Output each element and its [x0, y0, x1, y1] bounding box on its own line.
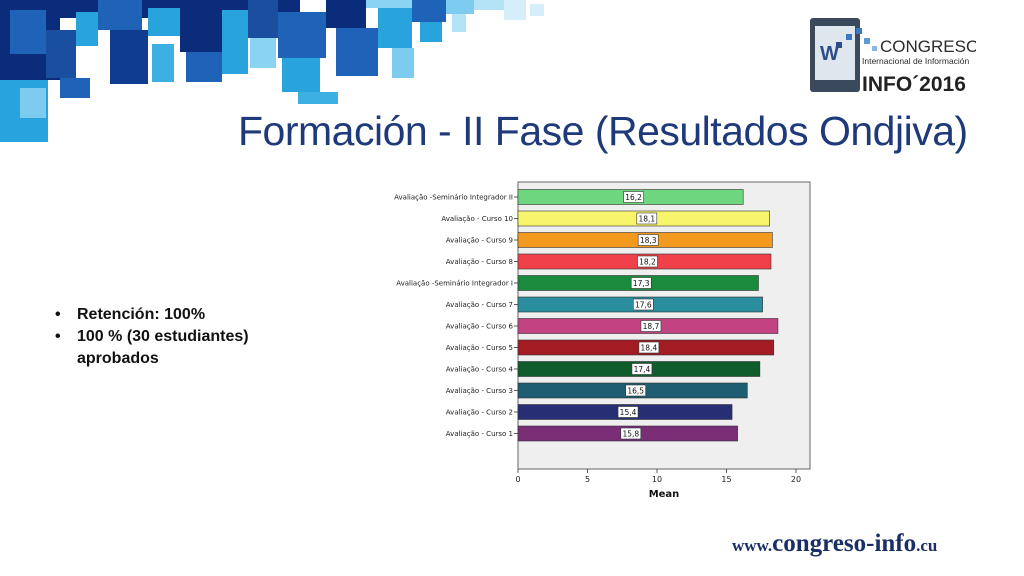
data-label: 18,7: [643, 322, 660, 331]
data-label-box: [630, 277, 652, 289]
x-tick-label: 20: [791, 475, 801, 484]
footer-url-main: congreso-info: [772, 530, 917, 557]
data-label: 15,8: [622, 430, 639, 439]
logo-line-3: INFO´2016: [862, 73, 966, 96]
x-tick-label: 10: [652, 475, 662, 484]
footer-url: www.congreso-info.cu: [732, 530, 937, 558]
category-label: Avaliação -Seminário Integrador II: [394, 194, 513, 202]
category-label: Avaliação - Curso 2: [446, 409, 513, 417]
data-label-box: [633, 298, 654, 311]
category-label: Avaliação - Curso 6: [446, 323, 514, 331]
data-label-box: [637, 255, 658, 268]
bullet-item-approved: 100 % (30 estudiantes) aprobados: [55, 326, 295, 370]
logo-emblem-letter: W: [820, 43, 839, 65]
data-label: 17,6: [635, 301, 652, 310]
data-label: 18,2: [639, 258, 656, 267]
data-label: 17,3: [633, 279, 650, 288]
category-label: Avaliação - Curso 5: [446, 344, 513, 352]
category-label: Avaliação - Curso 9: [446, 237, 513, 245]
data-label: 16,2: [625, 193, 642, 202]
footer-url-suffix: .cu: [916, 536, 938, 555]
x-axis: 0 5 10 15 20: [515, 469, 801, 484]
footer-url-prefix: www.: [732, 536, 773, 555]
data-label-box: [625, 384, 646, 397]
x-tick-label: 5: [585, 475, 590, 484]
category-label: Avaliação - Curso 4: [446, 366, 514, 374]
category-label: Avaliação - Curso 8: [446, 258, 513, 266]
data-label: 15,4: [620, 408, 637, 417]
bullet-item-retention: Retención: 100%: [55, 304, 295, 326]
x-tick-label: 15: [721, 475, 731, 484]
logo-line-1: CONGRESO: [880, 37, 976, 56]
data-label: 16,5: [627, 387, 644, 396]
data-label: 17,4: [634, 365, 651, 374]
logo-line-2: Internacional de Información: [862, 56, 970, 66]
category-label: Avaliação -Seminário Integrador I: [396, 280, 513, 288]
bar-chart: 16,2 18,1 18,3 18,2 17,3 17,6 18,7 18,4 17,4 16,5…: [394, 181, 811, 500]
x-axis-label: Mean: [649, 489, 680, 500]
category-label: Avaliação - Curso 1: [446, 430, 513, 438]
data-label-box: [640, 320, 662, 332]
category-label: Avaliação - Curso 7: [446, 301, 513, 309]
data-label-box: [631, 363, 653, 375]
data-label-box: [620, 427, 642, 440]
data-label: 18,4: [641, 344, 658, 353]
x-tick-label: 0: [515, 475, 520, 484]
data-label: 18,1: [638, 215, 655, 224]
bar-group: 16,2 18,1 18,3 18,2 17,3 17,6 18,7 18,4 17,4 16,5…: [517, 189, 779, 442]
category-labels: Avaliação -Seminário Integrador II Avalia…: [394, 194, 518, 438]
data-label-box: [623, 191, 644, 203]
data-label-box: [636, 212, 658, 225]
data-label-box: [617, 406, 639, 418]
data-label-box: [637, 234, 659, 246]
data-label: 18,3: [640, 236, 657, 245]
data-label-box: [638, 341, 660, 354]
decorative-mosaic: [0, 0, 544, 142]
bullet-list: Retención: 100% 100 % (30 estudiantes) a…: [55, 304, 295, 370]
congreso-logo: W CONGRESO Internacional de Información …: [810, 18, 976, 96]
category-label: Avaliação - Curso 10: [441, 215, 513, 223]
category-label: Avaliação - Curso 3: [446, 387, 513, 395]
slide-title: Formación - II Fase (Resultados Ondjiva): [238, 108, 968, 154]
